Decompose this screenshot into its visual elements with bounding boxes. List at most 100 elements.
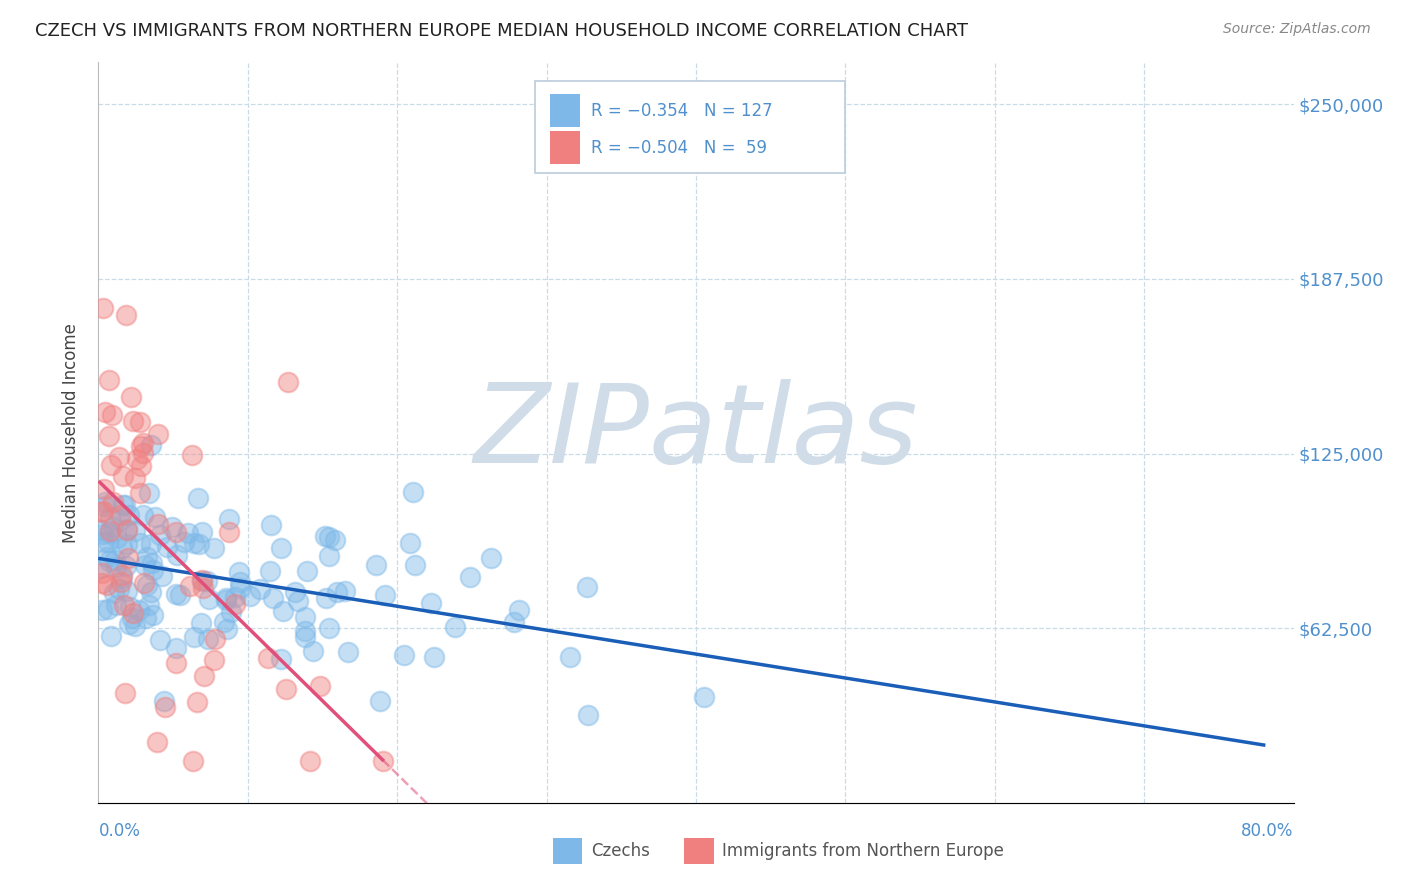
Immigrants from Northern Europe xyxy=(110,575,132,590)
Czechs xyxy=(318,529,340,543)
Czechs xyxy=(142,607,165,622)
Czechs xyxy=(149,528,172,542)
Czechs xyxy=(139,585,162,599)
Czechs xyxy=(135,550,157,565)
Czechs xyxy=(262,591,284,605)
Bar xyxy=(553,838,582,864)
Czechs xyxy=(202,541,225,555)
Czechs xyxy=(576,707,599,722)
FancyBboxPatch shape xyxy=(534,81,845,173)
Czechs xyxy=(404,558,426,572)
Immigrants from Northern Europe xyxy=(155,700,177,714)
Czechs xyxy=(150,569,173,583)
Czechs xyxy=(108,582,131,597)
Czechs xyxy=(165,586,187,600)
Czechs xyxy=(104,553,127,567)
Czechs xyxy=(153,693,176,707)
Text: R = −0.504   N =  59: R = −0.504 N = 59 xyxy=(591,138,766,157)
Czechs xyxy=(111,498,134,512)
Czechs xyxy=(104,598,127,612)
Czechs xyxy=(91,603,114,617)
Immigrants from Northern Europe xyxy=(100,458,122,472)
Czechs xyxy=(229,575,252,590)
Czechs xyxy=(134,558,156,572)
Immigrants from Northern Europe xyxy=(146,516,169,531)
Czechs xyxy=(325,585,347,599)
Immigrants from Northern Europe xyxy=(94,404,117,418)
Czechs xyxy=(98,554,121,568)
Czechs xyxy=(169,588,191,602)
Czechs xyxy=(89,524,111,538)
Czechs xyxy=(503,615,526,629)
Immigrants from Northern Europe xyxy=(371,754,394,768)
Text: R = −0.354   N = 127: R = −0.354 N = 127 xyxy=(591,102,772,120)
Czechs xyxy=(97,535,120,549)
Czechs xyxy=(212,615,235,629)
Immigrants from Northern Europe xyxy=(98,373,121,387)
Text: Source: ZipAtlas.com: Source: ZipAtlas.com xyxy=(1223,22,1371,37)
Czechs xyxy=(101,520,124,534)
Czechs xyxy=(124,524,146,538)
Czechs xyxy=(420,596,443,610)
Czechs xyxy=(128,603,150,617)
Czechs xyxy=(177,526,200,541)
Czechs xyxy=(115,537,138,551)
Text: Immigrants from Northern Europe: Immigrants from Northern Europe xyxy=(723,842,1004,860)
Czechs xyxy=(402,484,425,499)
Czechs xyxy=(558,649,581,664)
Immigrants from Northern Europe xyxy=(91,504,114,518)
Czechs xyxy=(198,591,221,606)
Czechs xyxy=(314,529,336,543)
Text: Czechs: Czechs xyxy=(591,842,650,860)
Czechs xyxy=(259,517,281,532)
Czechs xyxy=(259,564,281,578)
Czechs xyxy=(399,536,422,550)
Czechs xyxy=(111,570,134,584)
Czechs xyxy=(693,690,716,705)
Immigrants from Northern Europe xyxy=(110,508,132,522)
Immigrants from Northern Europe xyxy=(114,599,136,613)
Czechs xyxy=(575,580,598,594)
Immigrants from Northern Europe xyxy=(91,566,114,581)
Czechs xyxy=(118,508,141,522)
Czechs xyxy=(197,632,219,647)
Immigrants from Northern Europe xyxy=(309,679,332,693)
Czechs xyxy=(131,508,153,523)
Immigrants from Northern Europe xyxy=(120,390,142,404)
Immigrants from Northern Europe xyxy=(124,471,146,485)
Text: CZECH VS IMMIGRANTS FROM NORTHERN EUROPE MEDIAN HOUSEHOLD INCOME CORRELATION CHA: CZECH VS IMMIGRANTS FROM NORTHERN EUROPE… xyxy=(35,22,969,40)
Czechs xyxy=(94,499,117,513)
Immigrants from Northern Europe xyxy=(146,735,169,749)
Text: ZIPatlas: ZIPatlas xyxy=(474,379,918,486)
Immigrants from Northern Europe xyxy=(224,597,246,611)
Czechs xyxy=(295,564,318,578)
Czechs xyxy=(458,569,481,583)
Czechs xyxy=(270,541,292,555)
Czechs xyxy=(239,589,262,603)
Czechs xyxy=(98,526,121,541)
Text: 0.0%: 0.0% xyxy=(98,822,141,840)
Czechs xyxy=(103,586,125,600)
Czechs xyxy=(294,624,316,639)
Czechs xyxy=(333,583,356,598)
Czechs xyxy=(141,556,163,570)
Immigrants from Northern Europe xyxy=(93,482,115,496)
Czechs xyxy=(90,560,112,574)
Immigrants from Northern Europe xyxy=(115,523,138,537)
Czechs xyxy=(91,526,114,541)
Czechs xyxy=(94,495,117,509)
Czechs xyxy=(173,535,195,549)
Czechs xyxy=(270,651,292,665)
Immigrants from Northern Europe xyxy=(131,436,153,450)
Czechs xyxy=(141,537,163,551)
Immigrants from Northern Europe xyxy=(111,567,134,582)
Immigrants from Northern Europe xyxy=(112,469,135,483)
Czechs xyxy=(195,574,218,589)
Immigrants from Northern Europe xyxy=(108,450,131,464)
Czechs xyxy=(423,650,446,665)
Immigrants from Northern Europe xyxy=(132,576,155,591)
Immigrants from Northern Europe xyxy=(191,581,214,595)
Czechs xyxy=(115,558,138,573)
Immigrants from Northern Europe xyxy=(146,427,169,442)
Czechs xyxy=(183,631,205,645)
